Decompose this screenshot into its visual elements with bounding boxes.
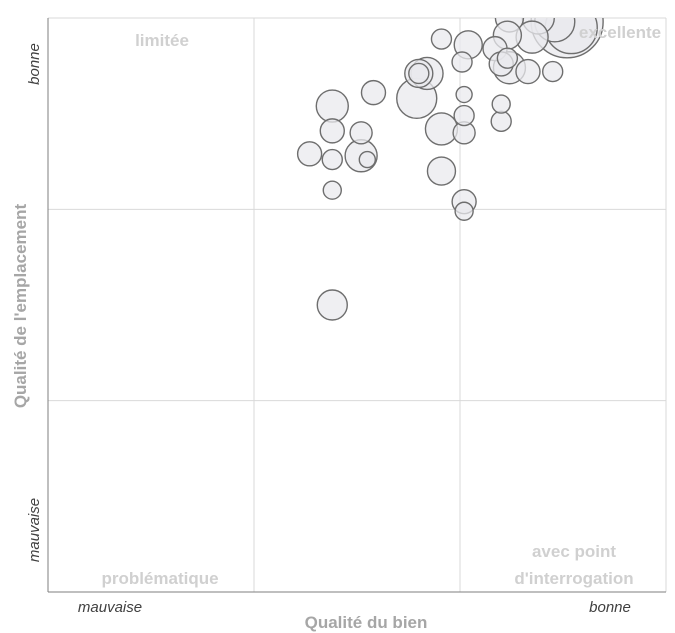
bubbles-layer bbox=[296, 18, 604, 321]
bubble-point bbox=[322, 180, 342, 200]
y-axis-label: Qualité de l'emplacement bbox=[11, 204, 30, 409]
bubble-point bbox=[319, 118, 345, 144]
bubble-point bbox=[453, 104, 475, 127]
bubble-point bbox=[496, 47, 519, 69]
bubble-point bbox=[430, 28, 453, 50]
bubble-point bbox=[316, 289, 348, 321]
x-tick-high: bonne bbox=[589, 599, 631, 616]
quadrant-label-limitee: limitée bbox=[135, 31, 189, 50]
bubble-point bbox=[490, 110, 512, 133]
bubble-point bbox=[454, 201, 474, 221]
x-axis-label: Qualité du bien bbox=[305, 613, 428, 632]
bubble-point bbox=[491, 94, 511, 114]
y-tick-low: mauvaise bbox=[26, 498, 43, 562]
y-tick-high: bonne bbox=[26, 43, 43, 85]
gridlines bbox=[48, 17, 667, 592]
bubble-point bbox=[408, 62, 430, 85]
bubble-point bbox=[515, 58, 541, 85]
bubble-point bbox=[424, 112, 459, 146]
x-tick-low: mauvaise bbox=[78, 599, 142, 616]
quadrant-label-problematique: problématique bbox=[101, 569, 218, 588]
bubble-point bbox=[451, 51, 473, 73]
bubble-point bbox=[542, 60, 564, 83]
bubble-point bbox=[349, 121, 373, 145]
quadrant-label-interrogation: d'interrogation bbox=[514, 569, 633, 588]
bubble-point bbox=[358, 150, 376, 169]
bubble-point bbox=[321, 148, 343, 171]
quadrant-label-avec-point: avec point bbox=[532, 542, 616, 561]
bubble-point bbox=[296, 141, 323, 167]
bubble-point bbox=[315, 89, 349, 123]
bubble-point bbox=[426, 156, 457, 186]
quadrant-label-excellente: excellente bbox=[579, 23, 661, 42]
bubble-point bbox=[455, 85, 473, 104]
bubble-point bbox=[360, 79, 387, 106]
